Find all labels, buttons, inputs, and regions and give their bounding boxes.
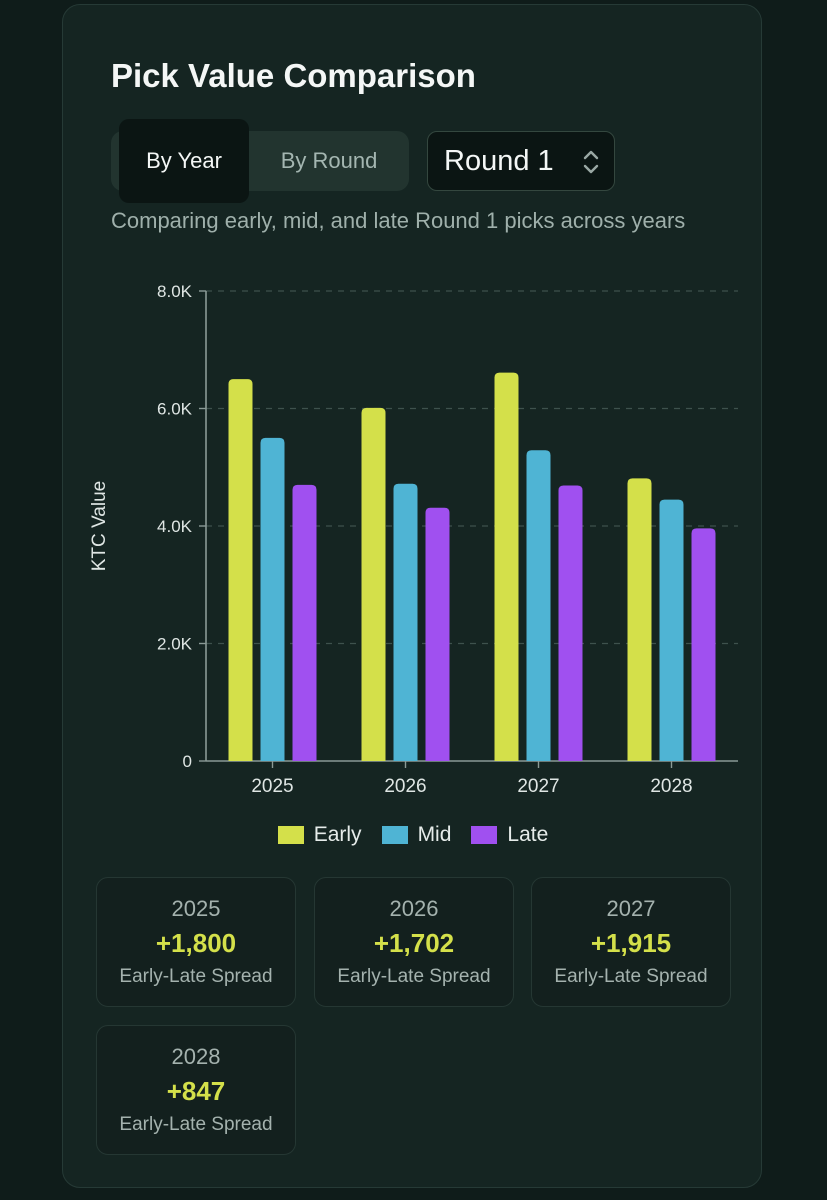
bar-late-2025 [292, 484, 317, 761]
pick-value-card: Pick Value Comparison By Round By Year R… [62, 4, 762, 1188]
x-tick-label: 2026 [384, 776, 426, 797]
bar-early-2027 [494, 372, 519, 761]
stat-card-2028: 2028 +847 Early-Late Spread [96, 1025, 296, 1155]
bar-late-2026 [425, 507, 450, 761]
stat-year: 2026 [389, 896, 439, 921]
stat-year: 2027 [606, 896, 656, 921]
tab-by-year[interactable]: By Year [119, 119, 249, 203]
stat-spread-value: +847 [166, 1076, 226, 1106]
view-toggle: By Round By Year [111, 119, 409, 203]
chart-legend: Early Mid Late [63, 823, 763, 847]
stat-label: Early-Late Spread [119, 1114, 273, 1135]
bar-mid-2028 [659, 499, 684, 761]
bar-mid-2027 [526, 450, 551, 761]
card-title: Pick Value Comparison [111, 57, 476, 94]
y-tick-label: 2.0K [157, 635, 193, 654]
chevron-up-down-icon [583, 150, 599, 174]
bar-mid-2025 [260, 437, 285, 761]
y-axis-label: KTC Value [89, 481, 110, 571]
stat-year: 2028 [171, 1044, 221, 1069]
legend-item-mid[interactable]: Mid [381, 823, 452, 847]
bar-late-2027 [558, 485, 583, 761]
legend-item-early[interactable]: Early [277, 823, 362, 847]
stat-spread-value: +1,702 [373, 928, 455, 958]
stat-label: Early-Late Spread [337, 966, 491, 987]
bar-early-2025 [228, 379, 253, 761]
stat-label: Early-Late Spread [119, 966, 273, 987]
bar-mid-2026 [393, 483, 418, 761]
x-tick-label: 2027 [517, 776, 559, 797]
legend-item-late[interactable]: Late [471, 823, 548, 847]
stat-spread-value: +1,915 [590, 928, 672, 958]
legend-label-early: Early [313, 823, 362, 846]
round-select-value: Round 1 [444, 145, 554, 177]
legend-swatch-mid [381, 826, 408, 844]
stat-card-2025: 2025 +1,800 Early-Late Spread [96, 877, 296, 1007]
legend-label-mid: Mid [417, 823, 452, 846]
x-tick-label: 2028 [650, 776, 692, 797]
y-tick-label: 8.0K [157, 282, 193, 301]
stat-label: Early-Late Spread [554, 966, 708, 987]
stat-spread-value: +1,800 [155, 928, 237, 958]
stat-card-2027: 2027 +1,915 Early-Late Spread [531, 877, 731, 1007]
y-tick-label: 0 [183, 752, 192, 771]
stat-card-2026: 2026 +1,702 Early-Late Spread [314, 877, 514, 1007]
legend-swatch-early [277, 826, 304, 844]
y-tick-label: 6.0K [157, 400, 193, 419]
bar-early-2028 [627, 478, 652, 761]
x-tick-label: 2025 [251, 776, 293, 797]
tab-by-round[interactable]: By Round [280, 148, 378, 173]
bar-chart: 0 2.0K 4.0K 6.0K 8.0K KTC Value 2025 2026 2027 20… [89, 282, 738, 797]
bar-late-2028 [691, 528, 716, 761]
legend-label-late: Late [507, 823, 549, 846]
bar-early-2026 [361, 407, 386, 761]
y-tick-label: 4.0K [157, 517, 193, 536]
legend-swatch-late [471, 826, 498, 844]
chart-description: Comparing early, mid, and late Round 1 p… [111, 208, 686, 233]
round-select[interactable]: Round 1 [427, 131, 615, 191]
stat-year: 2025 [171, 896, 221, 921]
